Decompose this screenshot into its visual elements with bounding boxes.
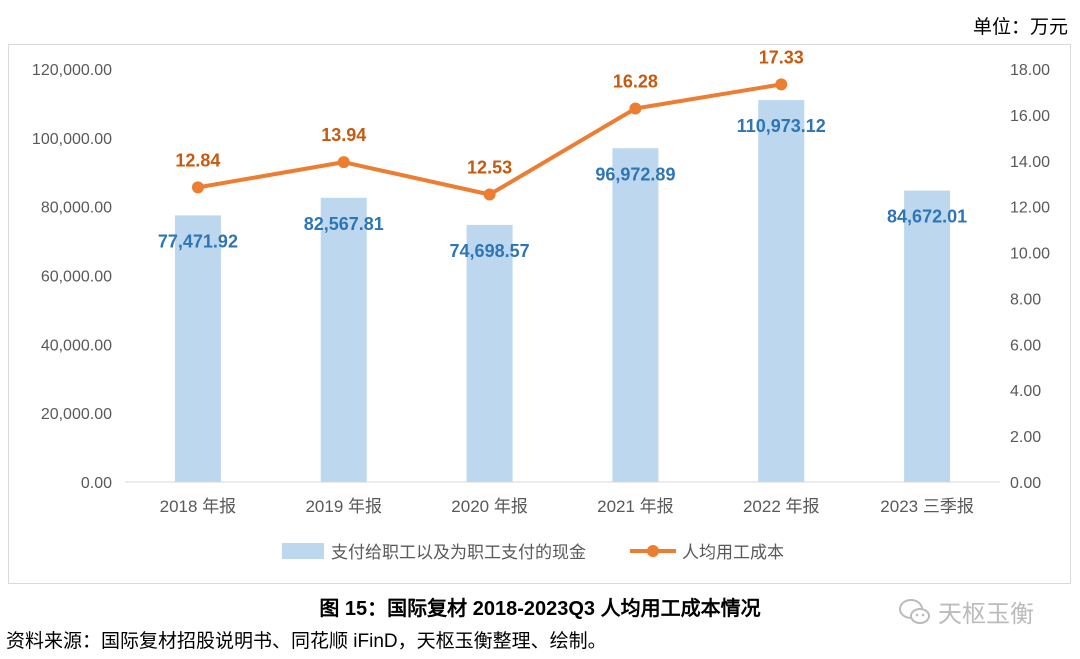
line-point xyxy=(337,156,350,169)
legend-bar-label: 支付给职工以及为职工支付的现金 xyxy=(331,543,586,562)
watermark-text: 天枢玉衡 xyxy=(938,601,1034,628)
line-series xyxy=(197,82,782,197)
right-axis-tick-label: 8.00 xyxy=(1010,291,1041,308)
x-axis-category-label: 2023 三季报 xyxy=(880,497,974,516)
bar-data-label: 77,471.92 xyxy=(158,231,238,251)
right-axis-tick-label: 0.00 xyxy=(1010,475,1041,492)
left-axis-tick-label: 60,000.00 xyxy=(41,269,112,286)
right-axis-tick-label: 16.00 xyxy=(1010,108,1050,125)
right-axis-tick-label: 4.00 xyxy=(1010,383,1041,400)
bar-data-label: 96,972.89 xyxy=(595,164,675,184)
x-axis-category-label: 2022 年报 xyxy=(743,497,820,516)
x-axis-category-label: 2018 年报 xyxy=(160,497,237,516)
chart-frame xyxy=(8,44,1071,584)
bar-data-label: 110,973.12 xyxy=(737,116,826,136)
right-axis-tick-label: 12.00 xyxy=(1010,200,1050,217)
watermark: 天枢玉衡 xyxy=(898,594,1034,629)
line-point xyxy=(775,78,788,91)
line-data-label: 12.53 xyxy=(467,158,512,178)
x-axis-category-label: 2021 年报 xyxy=(597,497,674,516)
source-note: 资料来源：国际复材招股说明书、同花顺 iFinD，天枢玉衡整理、绘制。 xyxy=(6,631,607,652)
bar-data-label: 74,698.57 xyxy=(450,241,530,261)
right-axis-tick-label: 2.00 xyxy=(1010,429,1041,446)
legend-bar-swatch xyxy=(282,543,324,559)
left-axis-tick-label: 0.00 xyxy=(81,475,112,492)
chart: 0.00 20,000.00 40,000.00 60,000.00 80,000.00… xyxy=(32,47,1050,562)
unit-label: 单位：万元 xyxy=(972,17,1068,38)
legend-line-marker xyxy=(647,545,659,557)
bar xyxy=(904,190,951,482)
bar-data-label: 84,672.01 xyxy=(887,207,967,227)
right-axis-tick-label: 6.00 xyxy=(1010,337,1041,354)
x-axis-category-label: 2019 年报 xyxy=(305,497,382,516)
left-axis-tick-label: 100,000.00 xyxy=(32,131,112,148)
line-point xyxy=(191,181,204,194)
bar xyxy=(758,100,805,483)
line-data-label: 17.33 xyxy=(759,47,804,67)
legend-line-label: 人均用工成本 xyxy=(682,543,784,562)
x-axis-category-label: 2020 年报 xyxy=(451,497,528,516)
line-point xyxy=(483,188,496,201)
line-point xyxy=(629,102,642,115)
bar xyxy=(612,148,659,482)
right-axis-tick-label: 14.00 xyxy=(1010,154,1050,171)
line-data-label: 12.84 xyxy=(175,150,220,170)
right-axis-tick-label: 18.00 xyxy=(1010,62,1050,79)
right-axis-tick-label: 10.00 xyxy=(1010,246,1050,263)
line-data-label: 16.28 xyxy=(613,71,658,91)
wechat-icon xyxy=(899,598,930,624)
left-axis-tick-label: 80,000.00 xyxy=(41,200,112,217)
bar xyxy=(466,224,513,482)
bar xyxy=(174,215,221,482)
left-axis-tick-label: 20,000.00 xyxy=(41,406,112,423)
left-axis-tick-label: 40,000.00 xyxy=(41,337,112,354)
left-axis-tick-label: 120,000.00 xyxy=(32,62,112,79)
figure-caption: 图 15：国际复材 2018-2023Q3 人均用工成本情况 xyxy=(319,598,761,620)
line-data-label: 13.94 xyxy=(321,125,366,145)
bar xyxy=(320,197,367,483)
bar-data-label: 82,567.81 xyxy=(304,214,384,234)
